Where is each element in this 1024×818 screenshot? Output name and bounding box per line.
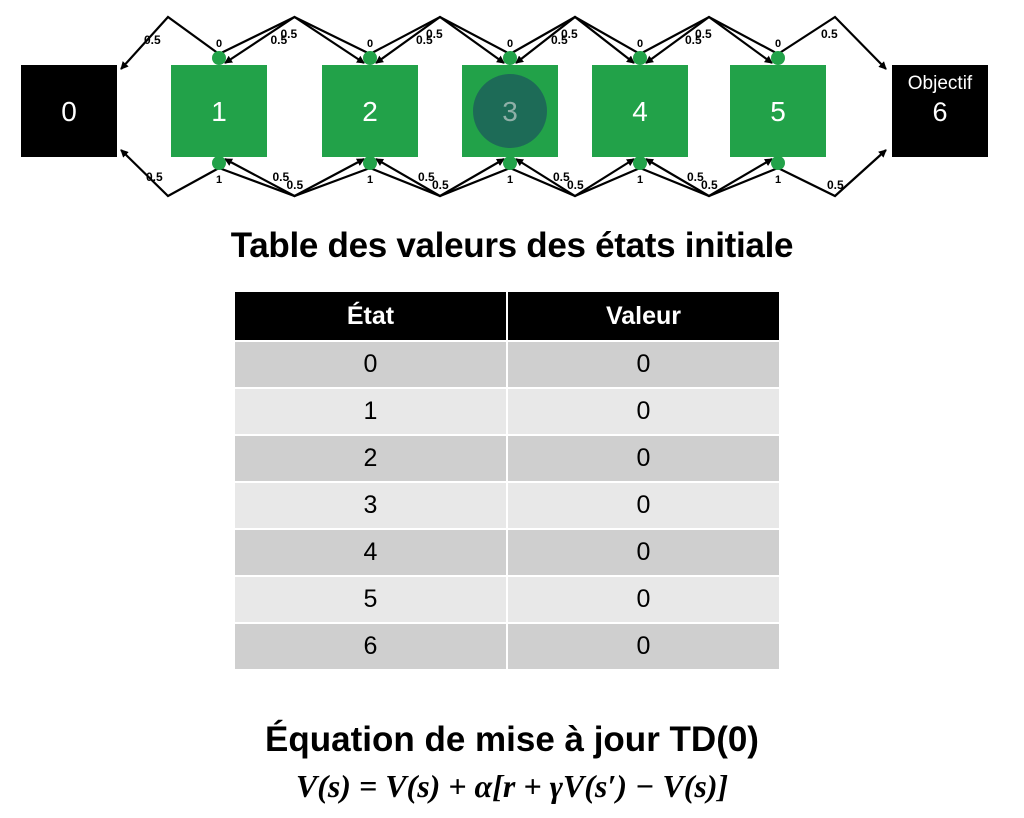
transition-arrow xyxy=(777,149,887,198)
transition-probability-label: 0.5 xyxy=(281,27,298,41)
value-cell: 0 xyxy=(506,575,781,624)
agent-marker xyxy=(473,74,547,148)
transition-probability-label: 0.5 xyxy=(561,27,578,41)
td-update-equation: V(s) = V(s) + α[r + γV(s′) − V(s)] xyxy=(295,768,729,804)
action-node-top xyxy=(212,51,226,65)
state-3-label: 3 xyxy=(502,96,518,127)
state-cell: 2 xyxy=(233,434,508,483)
action-top-label: 0 xyxy=(507,38,513,50)
action-node-bottom xyxy=(771,156,785,170)
transition-arrow xyxy=(120,15,220,70)
action-bottom-label: 1 xyxy=(775,174,781,186)
transition-arrow xyxy=(515,158,641,198)
action-bottom-label: 1 xyxy=(367,174,373,186)
state-4-box xyxy=(592,65,688,157)
transition-arrow xyxy=(375,15,511,64)
action-node-top xyxy=(633,51,647,65)
column-header-value: Valeur xyxy=(506,290,781,342)
table-row: 3 0 xyxy=(233,481,781,530)
transition-probability-label: 0.5 xyxy=(271,33,288,47)
state-2-label: 2 xyxy=(362,96,378,127)
equation-title: Équation de mise à jour TD(0) xyxy=(265,720,759,759)
transition-probability-label: 0.5 xyxy=(418,170,435,184)
transition-arrow xyxy=(224,158,371,198)
table-header-row: État Valeur xyxy=(233,290,781,342)
transition-probability-label: 0.5 xyxy=(432,178,449,192)
action-bottom-label: 1 xyxy=(637,174,643,186)
transition-probability-label: 0.5 xyxy=(827,178,844,192)
value-cell: 0 xyxy=(506,434,781,483)
table-row: 6 0 xyxy=(233,622,781,671)
table-row: 4 0 xyxy=(233,528,781,577)
action-node-bottom xyxy=(212,156,226,170)
transition-probability-label: 0.5 xyxy=(567,178,584,192)
transition-arrow xyxy=(645,15,779,64)
transition-probability-label: 0.5 xyxy=(146,170,163,184)
value-cell: 0 xyxy=(506,481,781,530)
transition-probability-label: 0.5 xyxy=(553,170,570,184)
action-top-label: 0 xyxy=(775,38,781,50)
state-cell: 5 xyxy=(233,575,508,624)
state-1-label: 1 xyxy=(211,96,227,127)
action-node-bottom xyxy=(363,156,377,170)
value-cell: 0 xyxy=(506,387,781,436)
action-bottom-label: 1 xyxy=(216,174,222,186)
transition-probability-label: 0.5 xyxy=(695,27,712,41)
table-row: 5 0 xyxy=(233,575,781,624)
value-cell: 0 xyxy=(506,622,781,671)
action-node-top xyxy=(771,51,785,65)
state-1-box xyxy=(171,65,267,157)
transition-probability-label: 0.5 xyxy=(144,33,161,47)
action-bottom-label: 1 xyxy=(507,174,513,186)
transition-arrow xyxy=(777,15,887,70)
transition-probability-label: 0.5 xyxy=(551,33,568,47)
action-node-bottom xyxy=(633,156,647,170)
action-top-label: 0 xyxy=(216,38,222,50)
state-2-box xyxy=(322,65,418,157)
transition-probability-label: 0.5 xyxy=(701,178,718,192)
action-top-label: 0 xyxy=(367,38,373,50)
transition-arrow xyxy=(224,15,371,64)
state-cell: 0 xyxy=(233,340,508,389)
state-cell: 4 xyxy=(233,528,508,577)
state-5-box xyxy=(730,65,826,157)
value-cell: 0 xyxy=(506,340,781,389)
state-6-label: 6 xyxy=(932,97,947,127)
value-cell: 0 xyxy=(506,528,781,577)
state-4-label: 4 xyxy=(632,96,648,127)
state-5-label: 5 xyxy=(770,96,786,127)
transition-probability-label: 0.5 xyxy=(416,33,433,47)
column-header-state: État xyxy=(233,290,508,342)
table-row: 2 0 xyxy=(233,434,781,483)
state-value-table: État Valeur 0 0 1 0 2 0 3 0 4 0 5 0 6 xyxy=(233,290,781,671)
state-6-box xyxy=(892,65,988,157)
transition-probability-label: 0.5 xyxy=(687,170,704,184)
transition-arrow xyxy=(645,158,779,198)
table-row: 0 0 xyxy=(233,340,781,389)
transition-arrow xyxy=(120,149,220,198)
action-node-bottom xyxy=(503,156,517,170)
table-title: Table des valeurs des états initiale xyxy=(230,226,794,265)
state-0-label: 0 xyxy=(61,96,77,127)
action-node-top xyxy=(363,51,377,65)
goal-caption: Objectif xyxy=(908,73,973,94)
transition-probability-label: 0.5 xyxy=(685,33,702,47)
transition-arrow xyxy=(375,158,511,198)
table-row: 1 0 xyxy=(233,387,781,436)
transition-probability-label: 0.5 xyxy=(273,170,290,184)
state-cell: 3 xyxy=(233,481,508,530)
action-node-top xyxy=(503,51,517,65)
transition-probability-label: 0.5 xyxy=(426,27,443,41)
transition-probability-label: 0.5 xyxy=(821,27,838,41)
state-cell: 1 xyxy=(233,387,508,436)
state-0-box xyxy=(21,65,117,157)
transition-arrow xyxy=(515,15,641,64)
transition-probability-label: 0.5 xyxy=(287,178,304,192)
state-cell: 6 xyxy=(233,622,508,671)
action-top-label: 0 xyxy=(637,38,643,50)
